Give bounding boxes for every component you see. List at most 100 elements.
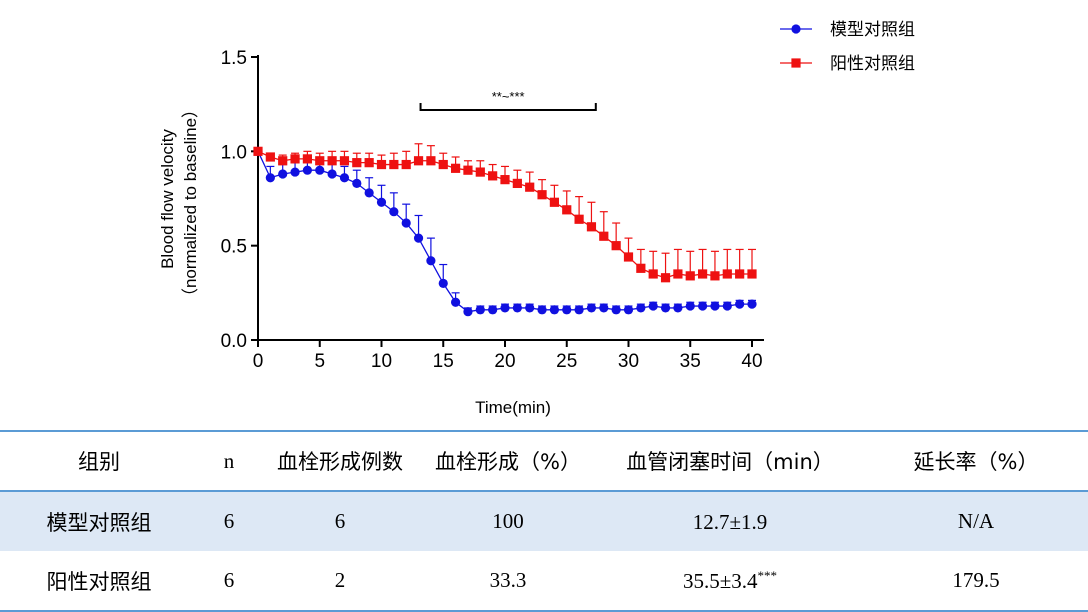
data-point	[475, 167, 485, 177]
y-tick-label: 0.5	[221, 237, 247, 258]
data-point	[451, 163, 461, 173]
data-point	[512, 178, 522, 189]
significance-bracket	[419, 102, 597, 111]
data-point	[463, 165, 473, 175]
data-point	[327, 156, 337, 166]
chart-axes: 0 5 10 15 20 25 30 35 40 0.0 0.5 1.0 1.5 Time(min) Blo…	[158, 48, 764, 417]
cell-extension-rate: N/A	[864, 491, 1088, 551]
legend-label: 阳性对照组	[830, 54, 915, 73]
significance-mark: ***	[757, 567, 778, 583]
legend-marker	[791, 24, 801, 34]
header-thrombus-pct: 血栓形成（%）	[420, 430, 596, 492]
data-point	[623, 252, 634, 262]
data-point	[537, 190, 547, 200]
data-point	[673, 303, 683, 313]
data-point	[574, 214, 584, 224]
data-point	[401, 218, 411, 228]
x-tick-label: 25	[556, 351, 577, 372]
header-group: 组别	[0, 430, 198, 492]
data-point	[339, 156, 350, 166]
cell-group: 模型对照组	[0, 491, 198, 551]
data-point	[290, 154, 300, 164]
data-point	[290, 167, 300, 177]
data-point	[698, 301, 708, 311]
data-point	[475, 305, 485, 315]
data-point	[623, 305, 634, 315]
data-point	[698, 269, 708, 279]
data-point	[562, 205, 572, 215]
data-point	[611, 305, 621, 315]
data-point	[438, 159, 448, 170]
data-point	[537, 305, 547, 315]
legend-marker	[791, 58, 801, 68]
x-tick-label: 40	[741, 351, 762, 372]
y-axis-label: Blood flow velocity	[158, 129, 177, 269]
data-point	[599, 303, 609, 313]
data-point	[278, 156, 288, 166]
data-point	[389, 159, 399, 170]
data-point	[685, 301, 695, 311]
data-point	[413, 233, 424, 243]
occlusion-value: 12.7±1.9	[692, 509, 768, 534]
data-point	[660, 273, 671, 283]
data-point	[488, 171, 498, 181]
x-axis-label: Time(min)	[475, 398, 551, 417]
data-point	[315, 165, 325, 175]
y-tick-label: 0.0	[221, 331, 247, 352]
cell-n: 6	[198, 551, 260, 612]
data-point	[389, 207, 399, 217]
x-tick-label: 35	[680, 351, 701, 372]
data-point	[525, 182, 535, 192]
occlusion-value: 35.5±3.4	[682, 568, 758, 593]
data-point	[401, 159, 411, 170]
data-point	[562, 305, 572, 315]
data-point	[488, 305, 498, 315]
data-point	[364, 188, 374, 198]
significance-label: **~***	[492, 89, 525, 104]
data-point	[451, 297, 461, 307]
header-n: n	[198, 430, 260, 492]
data-point	[722, 301, 732, 311]
significance-annotation: **~***	[419, 89, 597, 111]
data-point	[735, 299, 745, 309]
header-occlusion-time: 血管闭塞时间（min）	[596, 430, 864, 492]
cell-thrombus-count: 2	[260, 551, 420, 612]
data-point	[747, 269, 757, 279]
data-point	[648, 301, 658, 311]
data-point	[352, 158, 362, 168]
cell-n: 6	[198, 491, 260, 551]
blood-flow-chart: 0 5 10 15 20 25 30 35 40 0.0 0.5 1.0 1.5 Time(min) Blo…	[158, 20, 915, 417]
data-point	[586, 222, 597, 232]
data-point	[747, 299, 757, 309]
x-tick-label: 20	[494, 351, 515, 372]
data-point	[525, 303, 535, 313]
data-point	[549, 305, 560, 315]
data-point	[438, 278, 448, 288]
data-point	[636, 303, 646, 313]
x-tick-label: 15	[433, 351, 454, 372]
cell-thrombus-pct: 33.3	[420, 551, 596, 612]
results-table: 组别 n 血栓形成例数 血栓形成（%） 血管闭塞时间（min） 延长率（%） 模…	[0, 430, 1088, 612]
header-thrombus-count: 血栓形成例数	[260, 430, 420, 492]
x-tick-label: 30	[618, 351, 639, 372]
y-tick-label: 1.5	[221, 48, 247, 69]
y-tick-label: 1.0	[221, 142, 247, 163]
data-point	[611, 241, 621, 251]
table-row: 模型对照组 6 6 100 12.7±1.9 N/A	[0, 491, 1088, 551]
data-point	[339, 173, 350, 183]
data-point	[278, 169, 288, 179]
table-row: 阳性对照组 6 2 33.3 35.5±3.4*** 179.5	[0, 551, 1088, 612]
data-point	[673, 269, 683, 279]
data-point	[710, 271, 720, 281]
data-point	[376, 197, 387, 207]
y-axis-label-secondary: （normalized to baseline）	[181, 101, 200, 305]
data-point	[722, 269, 732, 279]
data-point	[500, 175, 510, 185]
data-point	[413, 156, 424, 166]
data-point	[512, 303, 522, 313]
x-tick-label: 10	[371, 351, 392, 372]
x-tick-label: 0	[253, 351, 264, 372]
header-extension-rate: 延长率（%）	[864, 430, 1088, 492]
cell-thrombus-count: 6	[260, 491, 420, 551]
